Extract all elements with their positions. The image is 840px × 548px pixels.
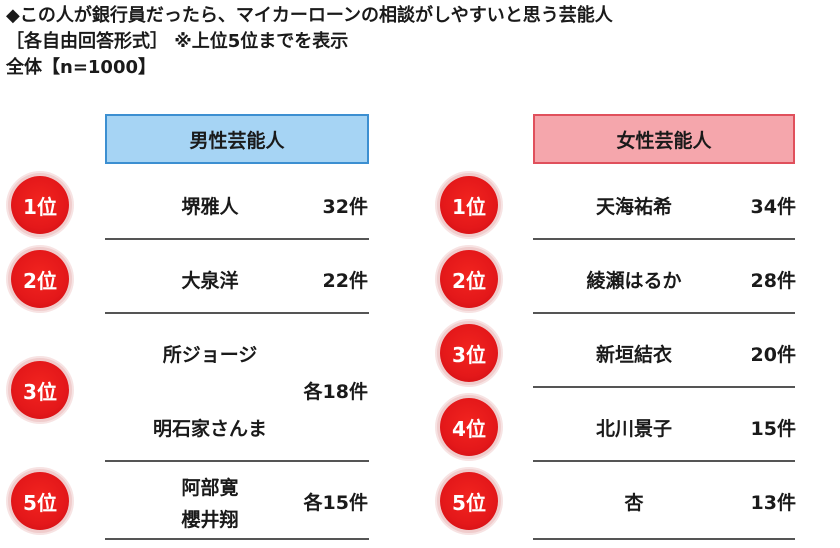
row-divider bbox=[533, 538, 795, 540]
rank-badge: 3位 bbox=[440, 324, 498, 382]
mention-count: 20件 bbox=[750, 344, 796, 366]
row-divider bbox=[533, 312, 795, 314]
row-divider bbox=[105, 238, 369, 240]
male-celebrity-name: 大泉洋 bbox=[181, 270, 239, 292]
female-celebrity-name: 杏 bbox=[624, 492, 644, 514]
mention-count: 15件 bbox=[750, 418, 796, 440]
sample-size: 全体【n=1000】 bbox=[6, 57, 156, 78]
rank-badge: 5位 bbox=[11, 472, 69, 530]
survey-subtitle: ［各自由回答形式］ ※上位5位までを表示 bbox=[6, 31, 349, 52]
male-category-header: 男性芸能人 bbox=[105, 114, 369, 164]
row-divider bbox=[105, 312, 369, 314]
rank-badge: 2位 bbox=[440, 250, 498, 308]
mention-count: 各18件 bbox=[303, 381, 368, 403]
male-celebrity-name: 所ジョージ bbox=[162, 344, 258, 366]
mention-count: 32件 bbox=[322, 196, 368, 218]
male-celebrity-name: 阿部寛 bbox=[181, 477, 239, 499]
rank-badge: 3位 bbox=[11, 361, 69, 419]
mention-count: 34件 bbox=[750, 196, 796, 218]
female-celebrity-name: 北川景子 bbox=[595, 418, 672, 440]
row-divider bbox=[105, 538, 369, 540]
rank-badge: 2位 bbox=[11, 250, 69, 308]
row-divider bbox=[533, 238, 795, 240]
row-divider bbox=[533, 460, 795, 462]
female-celebrity-name: 綾瀬はるか bbox=[586, 270, 682, 292]
row-divider bbox=[533, 386, 795, 388]
rank-badge: 1位 bbox=[11, 176, 69, 234]
male-celebrity-name: 明石家さんま bbox=[152, 418, 267, 440]
row-divider bbox=[105, 460, 369, 462]
survey-title: ◆この人が銀行員だったら、マイカーローンの相談がしやすいと思う芸能人 bbox=[6, 5, 613, 26]
mention-count: 13件 bbox=[750, 492, 796, 514]
male-celebrity-name: 堺雅人 bbox=[181, 196, 239, 218]
male-celebrity-name: 櫻井翔 bbox=[181, 509, 239, 531]
mention-count: 28件 bbox=[750, 270, 796, 292]
female-celebrity-name: 新垣結衣 bbox=[595, 344, 672, 366]
rank-badge: 4位 bbox=[440, 398, 498, 456]
rank-badge: 5位 bbox=[440, 472, 498, 530]
rank-badge: 1位 bbox=[440, 176, 498, 234]
mention-count: 22件 bbox=[322, 270, 368, 292]
mention-count: 各15件 bbox=[303, 492, 368, 514]
female-category-header: 女性芸能人 bbox=[533, 114, 795, 164]
female-celebrity-name: 天海祐希 bbox=[595, 196, 672, 218]
